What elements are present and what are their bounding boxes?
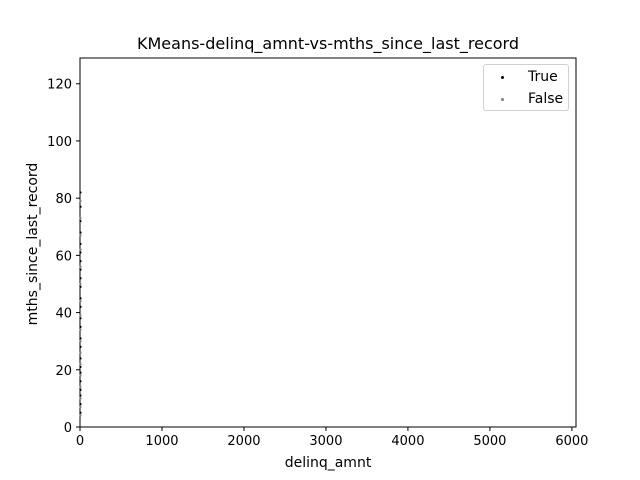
data-point-false: [79, 405, 82, 409]
data-point-true: [79, 394, 82, 397]
chart-title: KMeans-delinq_amnt-vs-mths_since_last_re…: [137, 34, 519, 53]
data-point-true: [79, 371, 82, 374]
data-point-false: [79, 265, 82, 268]
data-point-false: [79, 374, 82, 377]
data-point-false: [79, 248, 82, 251]
y-tick-label: 0: [64, 421, 72, 436]
data-point-true: [79, 277, 82, 280]
data-point-false: [79, 385, 82, 389]
x-tick-label: 0: [76, 434, 84, 449]
data-point-false: [79, 234, 82, 237]
x-tick-label: 2000: [227, 434, 260, 449]
data-point-true: [79, 191, 82, 194]
data-point-false: [79, 314, 82, 317]
data-point-true: [79, 219, 82, 223]
y-tick-label: 100: [47, 135, 72, 150]
data-point-false: [79, 351, 82, 354]
legend-marker-false: [501, 97, 504, 101]
data-point-false: [79, 397, 82, 400]
legend-marker-true: [501, 75, 504, 79]
data-point-true: [79, 365, 82, 369]
y-tick-label: 20: [55, 364, 72, 379]
data-point-true: [79, 357, 82, 360]
x-tick-label: 6000: [555, 434, 588, 449]
y-tick-label: 120: [47, 78, 72, 93]
data-point-true: [79, 388, 82, 391]
data-point-false: [79, 362, 82, 366]
data-point-false: [79, 199, 82, 203]
data-point-true: [79, 403, 82, 406]
data-point-false: [79, 300, 82, 303]
x-tick-label: 3000: [309, 434, 342, 449]
y-tick-label: 80: [55, 192, 72, 207]
data-point-false: [79, 414, 82, 417]
x-tick-label: 5000: [473, 434, 506, 449]
legend-label-true: True: [528, 69, 558, 85]
data-point-true: [79, 251, 82, 254]
data-point-true: [79, 345, 82, 349]
data-point-false: [79, 217, 82, 220]
y-tick-label: 40: [55, 307, 72, 322]
data-point-false: [79, 340, 82, 343]
data-point-false: [79, 282, 82, 286]
data-point-true: [79, 242, 82, 246]
data-point-true: [79, 231, 82, 234]
x-axis-label: delinq_amnt: [284, 455, 372, 471]
data-point-true: [79, 317, 82, 320]
x-tick-label: 1000: [145, 434, 178, 449]
data-point-true: [79, 411, 82, 414]
legend-label-false: False: [528, 91, 564, 107]
data-point-true: [79, 259, 82, 263]
data-point-true: [79, 268, 82, 271]
data-point-true: [79, 337, 82, 340]
y-tick-label: 60: [55, 249, 72, 264]
y-axis-label: mths_since_last_record: [25, 162, 41, 326]
plot-frame: [79, 57, 577, 428]
legend: True False: [483, 64, 569, 111]
data-point-true: [79, 297, 82, 300]
data-point-true: [79, 325, 82, 328]
data-point-true: [79, 305, 82, 308]
x-tick-label: 4000: [391, 434, 424, 449]
data-point-true: [79, 205, 82, 208]
data-point-true: [79, 380, 82, 383]
data-point-false: [79, 328, 82, 331]
data-point-true: [79, 285, 82, 288]
